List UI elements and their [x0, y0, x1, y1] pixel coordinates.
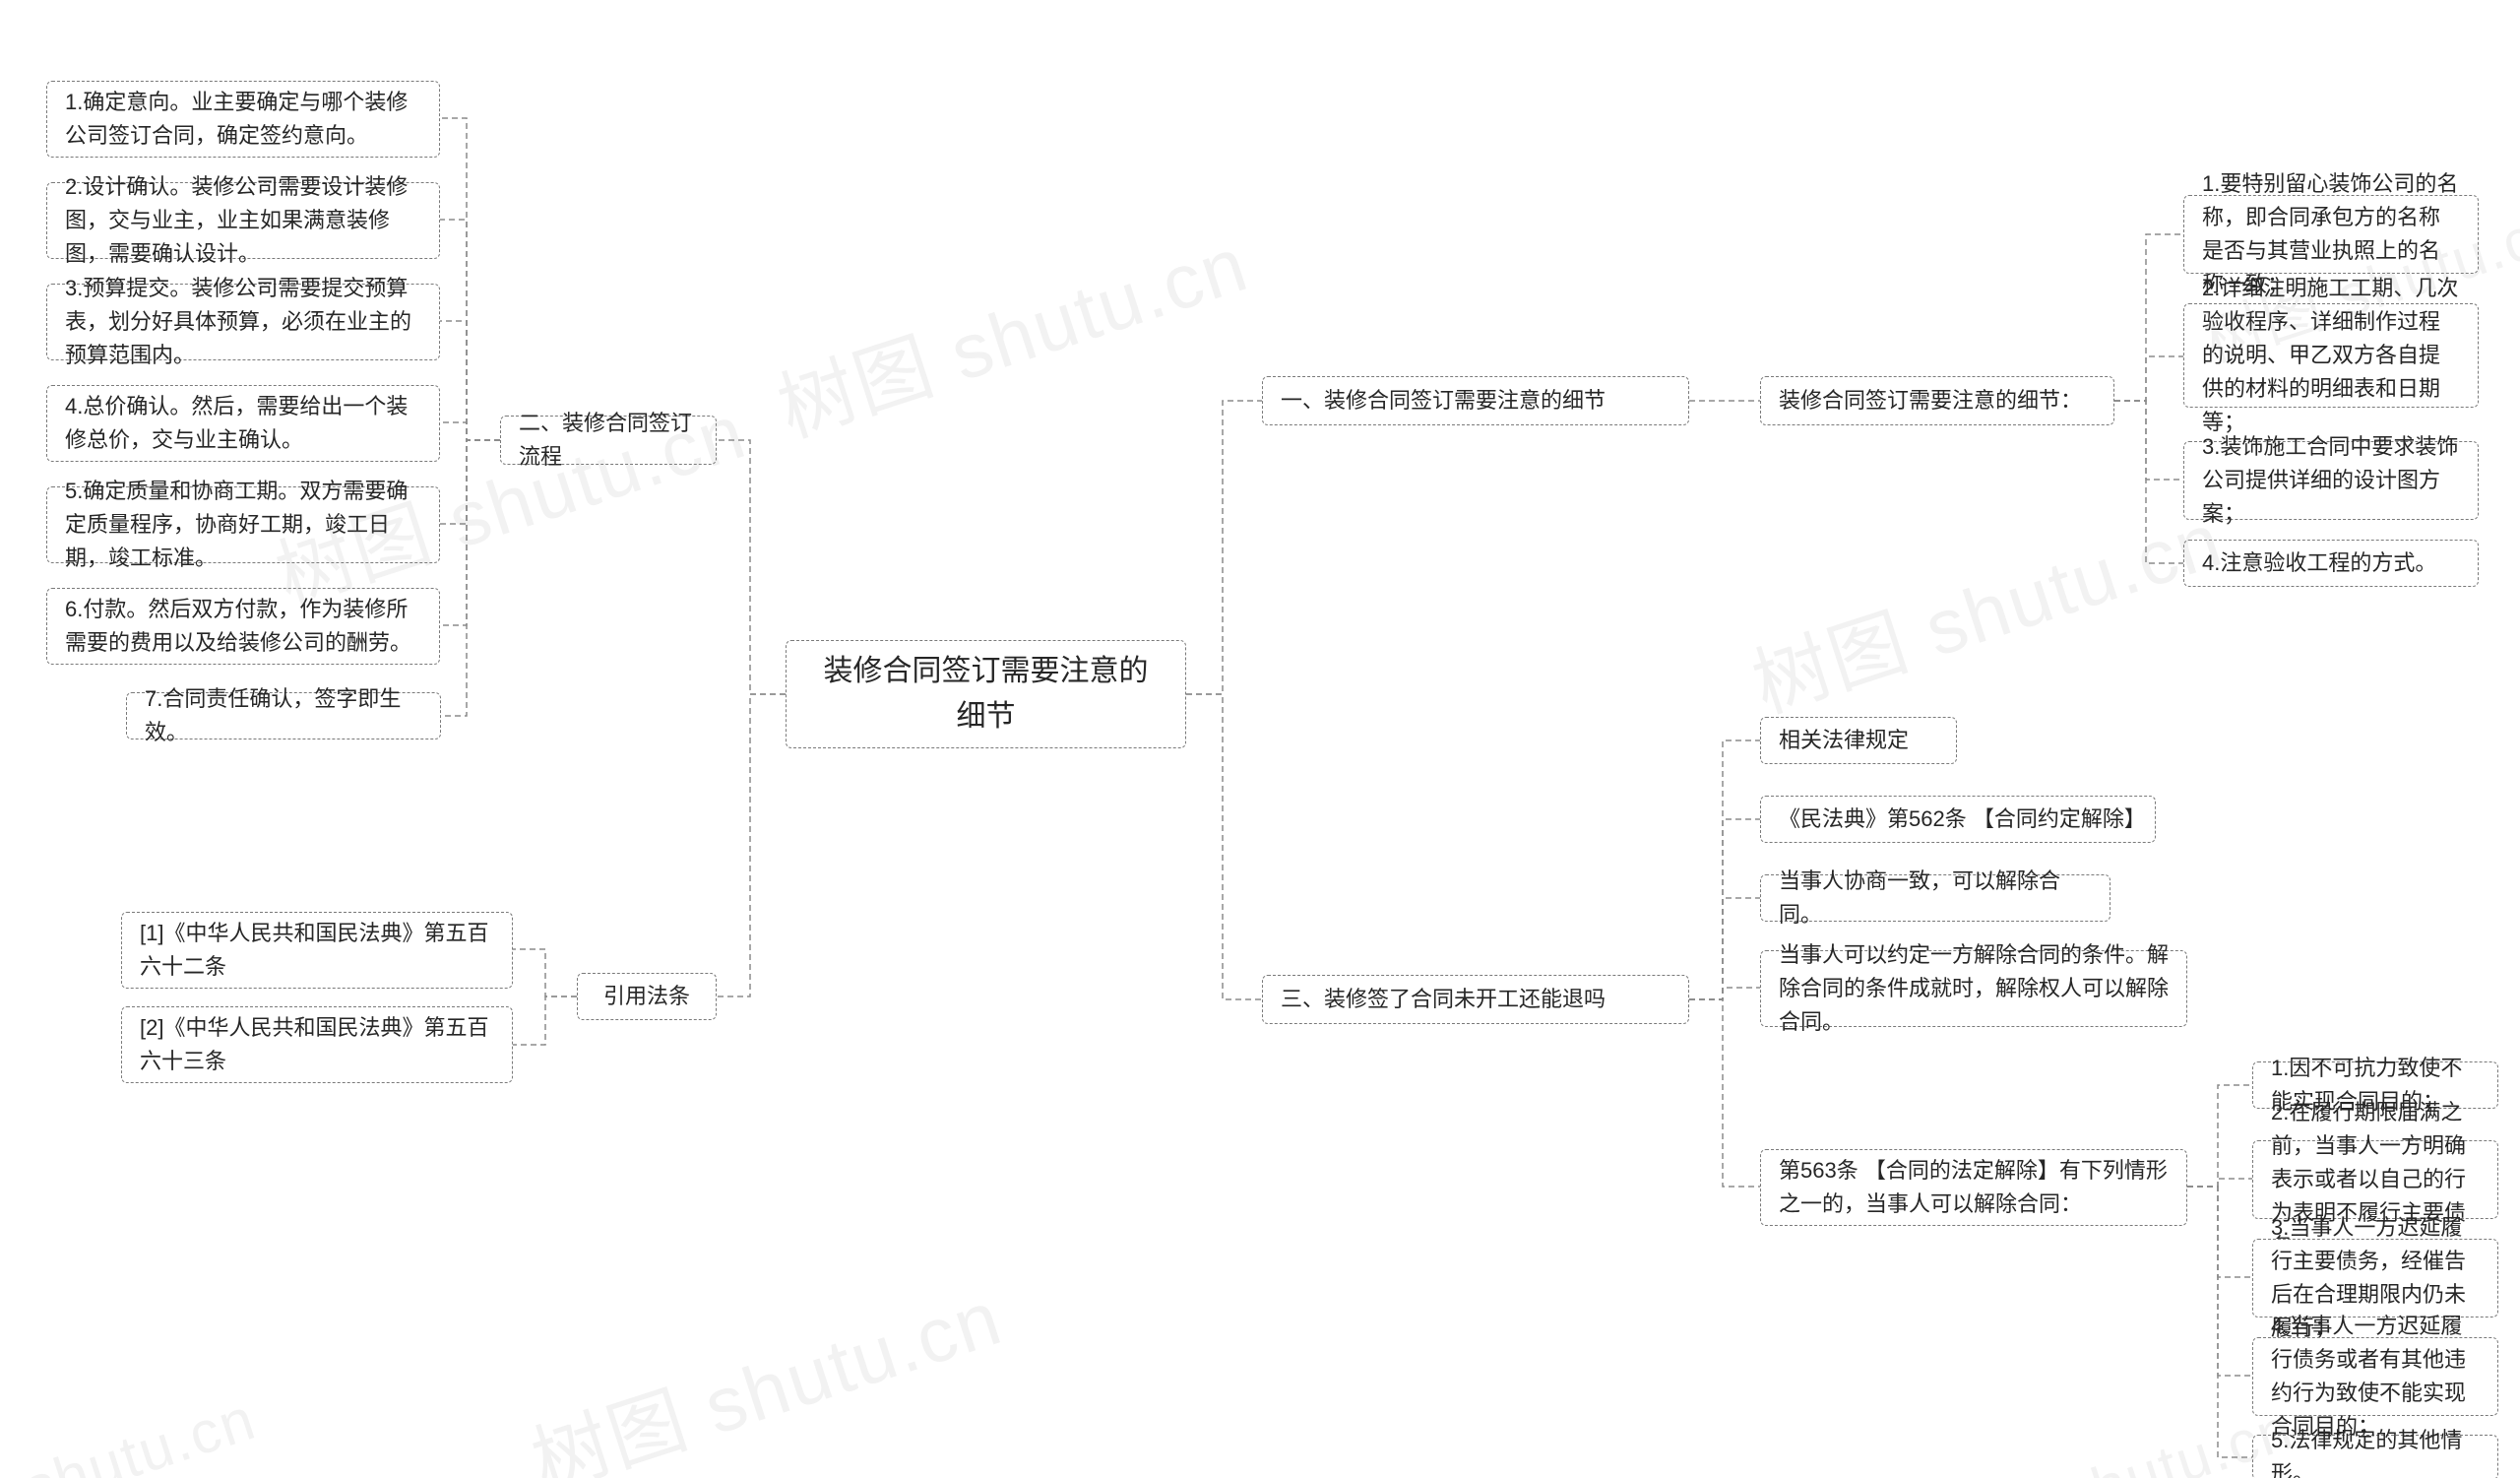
node-text: 3.装饰施工合同中要求装饰公司提供详细的设计图方案；: [2202, 430, 2460, 531]
root-label: 装修合同签订需要注意的细节: [824, 649, 1149, 740]
node-r2b[interactable]: 《民法典》第562条 【合同约定解除】: [1760, 796, 2156, 843]
node-l2[interactable]: 引用法条: [577, 973, 717, 1020]
node-text: [1]《中华人民共和国民法典》第五百六十二条: [140, 917, 494, 984]
node-text: 引用法条: [603, 980, 690, 1013]
node-l1-5[interactable]: 5.确定质量和协商工期。双方需要确定质量程序，协商好工期，竣工日期，竣工标准。: [46, 486, 440, 563]
node-l2-1[interactable]: [1]《中华人民共和国民法典》第五百六十二条: [121, 912, 513, 989]
node-r2d[interactable]: 当事人可以约定一方解除合同的条件。解除合同的条件成就时，解除权人可以解除合同。: [1760, 950, 2187, 1027]
node-l1-7[interactable]: 7.合同责任确认，签字即生效。: [126, 692, 441, 739]
node-text: [2]《中华人民共和国民法典》第五百六十三条: [140, 1011, 494, 1078]
root-node[interactable]: 装修合同签订需要注意的细节: [786, 640, 1186, 748]
node-l2-2[interactable]: [2]《中华人民共和国民法典》第五百六十三条: [121, 1006, 513, 1083]
node-text: 三、装修签了合同未开工还能退吗: [1281, 983, 1606, 1016]
node-text: 6.付款。然后双方付款，作为装修所需要的费用以及给装修公司的酬劳。: [65, 593, 421, 660]
node-l1-4[interactable]: 4.总价确认。然后，需要给出一个装修总价，交与业主确认。: [46, 385, 440, 462]
node-l1-3[interactable]: 3.预算提交。装修公司需要提交预算表，划分好具体预算，必须在业主的预算范围内。: [46, 284, 440, 360]
node-text: 3.预算提交。装修公司需要提交预算表，划分好具体预算，必须在业主的预算范围内。: [65, 272, 421, 372]
node-text: 当事人协商一致，可以解除合同。: [1779, 865, 2092, 932]
node-r2a[interactable]: 相关法律规定: [1760, 717, 1957, 764]
node-text: 相关法律规定: [1779, 724, 1909, 757]
node-l1-1[interactable]: 1.确定意向。业主要确定与哪个装修公司签订合同，确定签约意向。: [46, 81, 440, 158]
node-text: 4.总价确认。然后，需要给出一个装修总价，交与业主确认。: [65, 390, 421, 457]
node-text: 一、装修合同签订需要注意的细节: [1281, 384, 1606, 418]
node-text: 第563条 【合同的法定解除】有下列情形之一的，当事人可以解除合同：: [1779, 1154, 2169, 1221]
node-r2e-5[interactable]: 5.法律规定的其他情形。: [2252, 1435, 2498, 1478]
node-text: 2.详细注明施工工期、几次验收程序、详细制作过程的说明、甲乙双方各自提供的材料的…: [2202, 272, 2460, 439]
node-text: 装修合同签订需要注意的细节：: [1779, 384, 2082, 418]
node-text: 2.设计确认。装修公司需要设计装修图，交与业主，业主如果满意装修图，需要确认设计…: [65, 170, 421, 271]
node-r1a[interactable]: 装修合同签订需要注意的细节：: [1760, 376, 2114, 425]
node-text: 二、装修合同签订流程: [519, 407, 698, 474]
node-r1[interactable]: 一、装修合同签订需要注意的细节: [1262, 376, 1689, 425]
mindmap-canvas: { "line_color": "#8b8b8b", "line_width":…: [0, 0, 2520, 1478]
node-text: 5.法律规定的其他情形。: [2271, 1424, 2480, 1478]
node-r2c[interactable]: 当事人协商一致，可以解除合同。: [1760, 874, 2110, 922]
node-l1[interactable]: 二、装修合同签订流程: [500, 416, 717, 465]
node-text: 7.合同责任确认，签字即生效。: [145, 682, 422, 749]
node-r2e[interactable]: 第563条 【合同的法定解除】有下列情形之一的，当事人可以解除合同：: [1760, 1149, 2187, 1226]
node-r1a-4[interactable]: 4.注意验收工程的方式。: [2183, 540, 2479, 587]
node-r1a-1[interactable]: 1.要特别留心装饰公司的名称，即合同承包方的名称是否与其营业执照上的名称一致；: [2183, 195, 2479, 274]
node-text: 《民法典》第562条 【合同约定解除】: [1779, 803, 2137, 836]
node-r2e-2[interactable]: 2.在履行期限届满之前，当事人一方明确表示或者以自己的行为表明不履行主要债务；: [2252, 1140, 2498, 1219]
node-text: 1.确定意向。业主要确定与哪个装修公司签订合同，确定签约意向。: [65, 86, 421, 153]
node-r2e-3[interactable]: 3.当事人一方迟延履行主要债务，经催告后在合理期限内仍未履行；: [2252, 1239, 2498, 1317]
node-l1-2[interactable]: 2.设计确认。装修公司需要设计装修图，交与业主，业主如果满意装修图，需要确认设计…: [46, 182, 440, 259]
node-text: 当事人可以约定一方解除合同的条件。解除合同的条件成就时，解除权人可以解除合同。: [1779, 938, 2169, 1039]
node-r1a-2[interactable]: 2.详细注明施工工期、几次验收程序、详细制作过程的说明、甲乙双方各自提供的材料的…: [2183, 303, 2479, 408]
node-text: 5.确定质量和协商工期。双方需要确定质量程序，协商好工期，竣工日期，竣工标准。: [65, 475, 421, 575]
node-r1a-3[interactable]: 3.装饰施工合同中要求装饰公司提供详细的设计图方案；: [2183, 441, 2479, 520]
node-l1-6[interactable]: 6.付款。然后双方付款，作为装修所需要的费用以及给装修公司的酬劳。: [46, 588, 440, 665]
node-text: 4.注意验收工程的方式。: [2202, 546, 2436, 580]
node-r2e-4[interactable]: 4.当事人一方迟延履行债务或者有其他违约行为致使不能实现合同目的；: [2252, 1337, 2498, 1416]
node-r2[interactable]: 三、装修签了合同未开工还能退吗: [1262, 975, 1689, 1024]
